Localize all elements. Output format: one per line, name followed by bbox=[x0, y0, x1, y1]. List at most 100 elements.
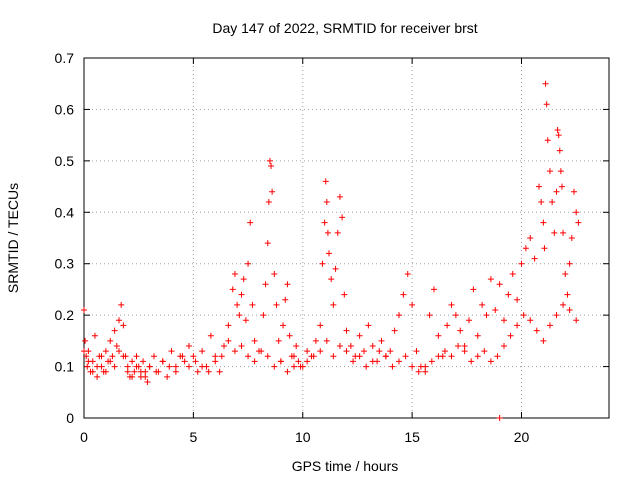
data-point bbox=[483, 312, 490, 319]
data-point bbox=[166, 363, 173, 370]
data-point bbox=[356, 332, 363, 339]
data-point bbox=[194, 368, 201, 375]
data-point bbox=[527, 235, 534, 241]
data-point bbox=[129, 358, 136, 365]
data-point bbox=[341, 291, 348, 298]
data-point bbox=[540, 337, 547, 344]
data-point bbox=[179, 353, 186, 360]
data-point bbox=[363, 363, 370, 370]
data-point bbox=[568, 235, 575, 241]
data-point bbox=[240, 276, 247, 283]
data-point bbox=[297, 363, 304, 370]
data-point bbox=[336, 193, 343, 200]
data-point bbox=[81, 348, 87, 355]
data-point bbox=[448, 301, 455, 308]
data-point bbox=[441, 348, 448, 355]
data-point bbox=[481, 348, 488, 355]
data-point bbox=[212, 353, 219, 360]
data-point bbox=[140, 358, 147, 365]
data-point bbox=[543, 101, 550, 108]
data-point bbox=[151, 353, 157, 360]
data-point bbox=[231, 271, 238, 277]
data-point bbox=[260, 312, 267, 319]
data-point bbox=[81, 307, 87, 313]
data-point bbox=[181, 358, 188, 365]
y-tick-label: 0.1 bbox=[55, 359, 75, 375]
data-point bbox=[142, 373, 149, 380]
data-point bbox=[247, 219, 254, 226]
data-point bbox=[536, 183, 542, 190]
data-point bbox=[190, 353, 197, 360]
data-point bbox=[326, 250, 332, 257]
data-point bbox=[560, 229, 567, 236]
data-point bbox=[365, 322, 372, 329]
y-tick-label: 0.7 bbox=[55, 50, 75, 66]
y-tick-label: 0 bbox=[66, 410, 74, 426]
data-point bbox=[509, 271, 516, 277]
data-point bbox=[131, 368, 138, 375]
data-point bbox=[186, 343, 192, 349]
data-point bbox=[317, 348, 324, 355]
data-point bbox=[172, 368, 179, 375]
data-point bbox=[84, 363, 91, 370]
data-point bbox=[321, 219, 328, 226]
plot-border bbox=[83, 57, 610, 419]
data-point bbox=[109, 353, 116, 360]
data-point bbox=[164, 373, 171, 380]
data-point bbox=[225, 337, 232, 344]
data-point bbox=[221, 343, 227, 349]
data-point bbox=[172, 363, 179, 370]
data-point bbox=[284, 281, 291, 288]
data-point bbox=[245, 260, 252, 267]
data-point bbox=[98, 353, 105, 360]
data-point bbox=[102, 348, 109, 355]
data-point bbox=[422, 363, 429, 370]
data-point bbox=[304, 348, 311, 355]
data-point bbox=[251, 358, 258, 365]
data-point bbox=[466, 317, 472, 324]
data-point bbox=[428, 358, 435, 365]
data-point bbox=[336, 343, 343, 349]
data-point bbox=[332, 265, 339, 272]
data-point bbox=[293, 343, 300, 349]
data-point bbox=[258, 348, 265, 355]
data-point bbox=[137, 368, 144, 375]
data-point bbox=[265, 199, 272, 205]
data-point bbox=[324, 229, 331, 236]
data-point bbox=[533, 327, 540, 334]
data-point bbox=[549, 199, 556, 205]
data-point bbox=[496, 415, 503, 421]
data-point bbox=[396, 312, 402, 319]
data-point bbox=[496, 281, 503, 288]
data-point bbox=[396, 358, 402, 365]
data-point bbox=[129, 373, 136, 380]
data-point bbox=[111, 327, 118, 334]
data-point bbox=[474, 332, 481, 339]
data-point bbox=[347, 343, 354, 349]
data-point bbox=[116, 348, 122, 355]
data-point bbox=[264, 240, 271, 247]
data-point bbox=[415, 368, 422, 375]
chart-title: Day 147 of 2022, SRMTID for receiver brs… bbox=[212, 20, 477, 36]
data-point bbox=[555, 132, 562, 139]
data-point bbox=[118, 301, 125, 308]
data-point bbox=[328, 276, 335, 283]
data-point bbox=[330, 353, 337, 360]
data-point bbox=[431, 286, 437, 293]
data-point bbox=[124, 363, 131, 370]
data-point bbox=[146, 363, 153, 370]
data-point bbox=[544, 137, 551, 144]
data-point bbox=[242, 317, 249, 324]
data-point bbox=[553, 312, 560, 319]
data-point bbox=[564, 291, 571, 298]
data-point bbox=[133, 353, 140, 360]
data-point bbox=[540, 219, 547, 226]
data-point bbox=[291, 363, 297, 370]
data-point bbox=[323, 337, 330, 344]
data-point bbox=[284, 368, 291, 375]
data-point bbox=[461, 348, 468, 355]
data-point bbox=[133, 363, 140, 370]
data-point bbox=[518, 260, 525, 267]
data-point bbox=[186, 363, 192, 370]
